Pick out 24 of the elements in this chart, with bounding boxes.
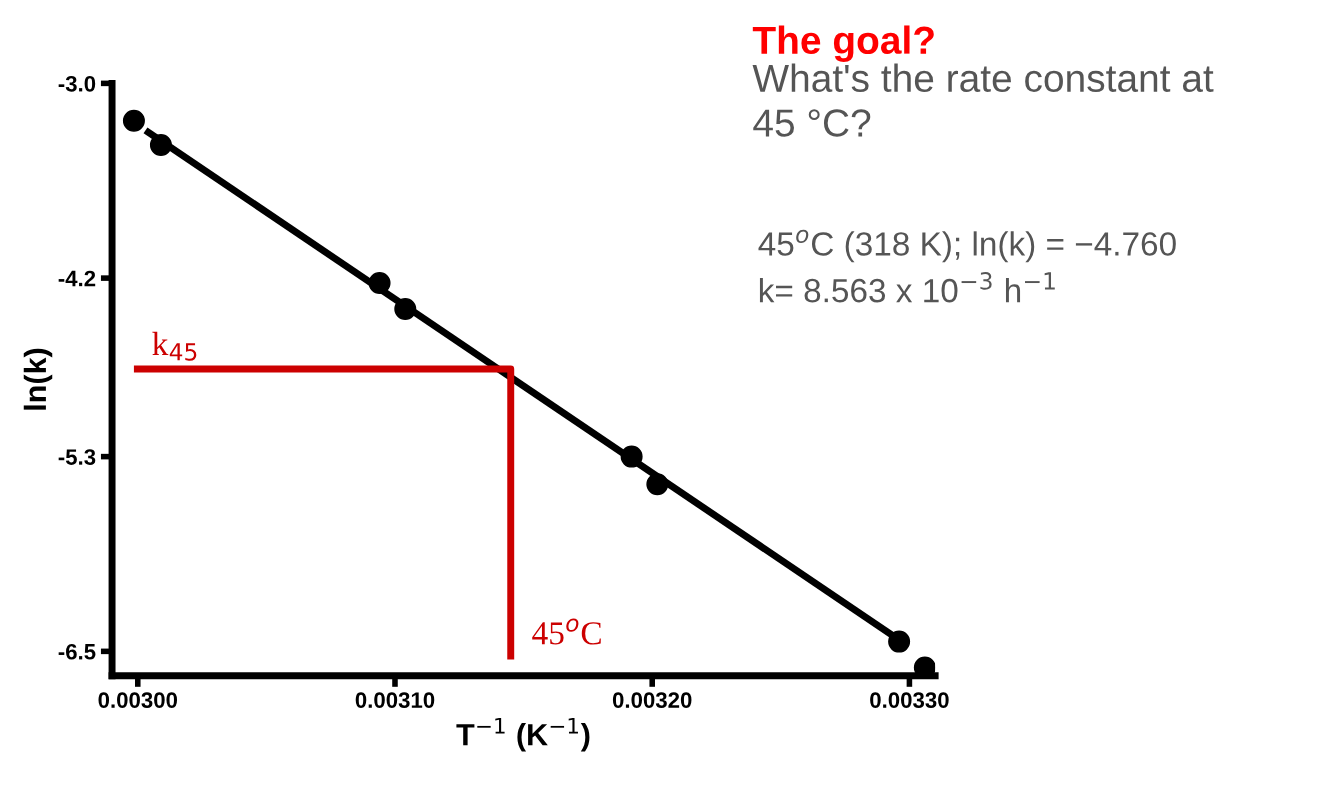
y-tick-label: -6.5 [58,643,96,660]
y-axis-title: ln(k) [23,348,53,410]
point [394,297,417,320]
point [620,445,643,468]
chart-subtitle: What's the rate constant at 45 °C? [752,63,1214,137]
chart-title: The goal? [752,25,934,62]
x-tick-label: 0.00320 [612,692,692,709]
annotation: k$_{45}$ [152,331,197,361]
x-tick-label: 0.00300 [98,692,178,709]
annotation: 45$^{o}$C (318 K); ln(k) = −4.760 [758,229,1176,263]
point [122,109,145,132]
point [368,271,391,294]
point [913,656,936,676]
point [888,630,911,653]
y-tick-label: -5.3 [58,449,96,465]
x-tick-label: 0.00330 [870,692,949,709]
point [149,134,172,157]
annotation: k= 8.563 x 10$^{−3}$ h$^{−1}$ [759,272,1055,303]
annotation: 45$^{o}$C [532,618,601,645]
x-tick-label: 0.00310 [355,692,435,709]
y-tick-label: -4.2 [58,270,96,287]
point [646,473,669,496]
x-axis-title: T$^{−1}$ (K$^{−1}$) [456,717,590,752]
y-tick-label: -3.0 [58,75,96,92]
